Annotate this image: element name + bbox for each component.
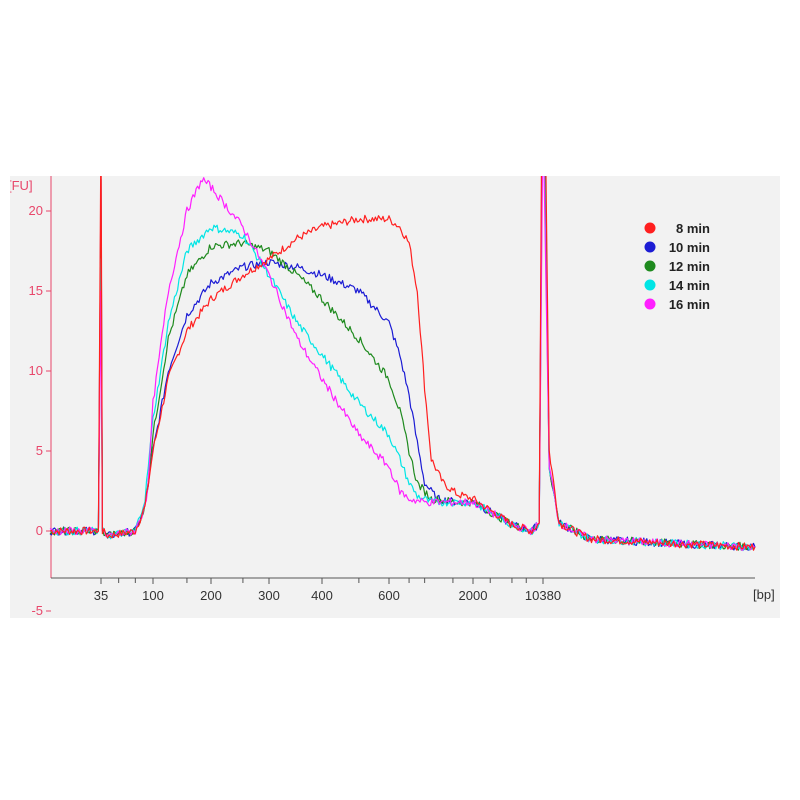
- legend-label: 14 min: [669, 278, 710, 293]
- x-tick-label: 200: [200, 588, 222, 603]
- y-tick-label: 10: [29, 363, 43, 378]
- x-tick-label: 10380: [525, 588, 561, 603]
- x-axis: 35 100 200 300 400 600 2000 10380: [51, 577, 755, 603]
- legend-label: 12 min: [669, 259, 710, 274]
- x-tick-label: 2000: [459, 588, 488, 603]
- legend: 8 min 10 min 12 min 14 min 16 min: [644, 221, 710, 312]
- y-tick-label: 0: [36, 523, 43, 538]
- x-tick-label: 400: [311, 588, 333, 603]
- x-tick-label: 300: [258, 588, 280, 603]
- y-tick-label: 20: [29, 203, 43, 218]
- series-line: [49, 176, 756, 551]
- legend-label: 16 min: [669, 297, 710, 312]
- legend-marker: [644, 260, 656, 272]
- legend-marker: [644, 298, 656, 310]
- x-tick-label: 600: [378, 588, 400, 603]
- legend-label: 10 min: [669, 240, 710, 255]
- y-tick-label: -5: [31, 603, 43, 618]
- chart-frame: -50510152025303540 351002003004006002000…: [10, 176, 780, 618]
- y-tick-label: 15: [29, 283, 43, 298]
- x-axis-unit: [bp]: [753, 587, 775, 602]
- legend-marker: [644, 222, 656, 234]
- legend-label: 8 min: [676, 221, 710, 236]
- legend-marker: [644, 241, 656, 253]
- y-tick-label: 5: [36, 443, 43, 458]
- series-lines: [49, 176, 756, 552]
- x-tick-label: 100: [142, 588, 164, 603]
- legend-marker: [644, 279, 656, 291]
- electropherogram-chart: -50510152025303540 351002003004006002000…: [10, 176, 775, 618]
- series-line: [49, 176, 755, 551]
- x-tick-label: 35: [94, 588, 108, 603]
- y-axis-unit: [FU]: [10, 178, 33, 193]
- y-axis: -50510152025303540: [29, 176, 52, 618]
